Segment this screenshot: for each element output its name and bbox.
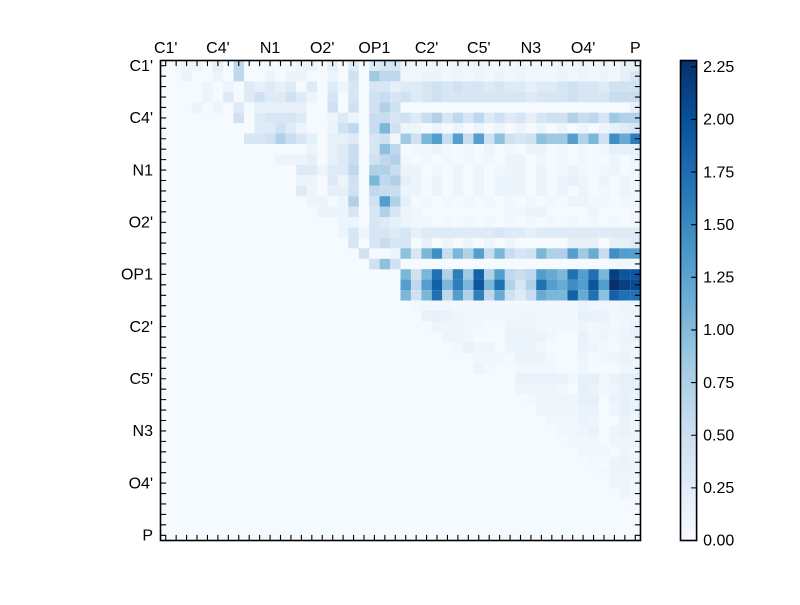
svg-text:0.00: 0.00 [703,533,734,550]
svg-text:C5': C5' [129,371,153,388]
svg-text:2.00: 2.00 [703,112,734,129]
svg-text:O4': O4' [129,475,153,492]
svg-text:N3: N3 [133,423,154,440]
svg-text:1.75: 1.75 [703,164,734,181]
svg-text:C1': C1' [129,58,153,75]
svg-text:OP1: OP1 [358,40,390,57]
svg-text:N3: N3 [521,40,542,57]
svg-text:C1': C1' [154,40,178,57]
svg-text:O2': O2' [129,214,153,231]
svg-text:2.25: 2.25 [703,59,734,76]
svg-text:1.00: 1.00 [703,322,734,339]
svg-text:O4': O4' [571,40,595,57]
svg-text:1.25: 1.25 [703,270,734,287]
svg-text:N1: N1 [133,162,154,179]
svg-text:0.50: 0.50 [703,427,734,444]
svg-text:P: P [630,40,641,57]
svg-text:C4': C4' [206,40,230,57]
svg-text:C4': C4' [129,110,153,127]
svg-text:C2': C2' [415,40,439,57]
svg-text:0.25: 0.25 [703,480,734,497]
svg-text:P: P [142,528,153,545]
svg-text:C2': C2' [129,319,153,336]
svg-text:O2': O2' [310,40,334,57]
svg-text:N1: N1 [260,40,281,57]
svg-text:0.75: 0.75 [703,375,734,392]
svg-text:1.50: 1.50 [703,217,734,234]
svg-text:OP1: OP1 [121,267,153,284]
svg-text:C5': C5' [467,40,491,57]
